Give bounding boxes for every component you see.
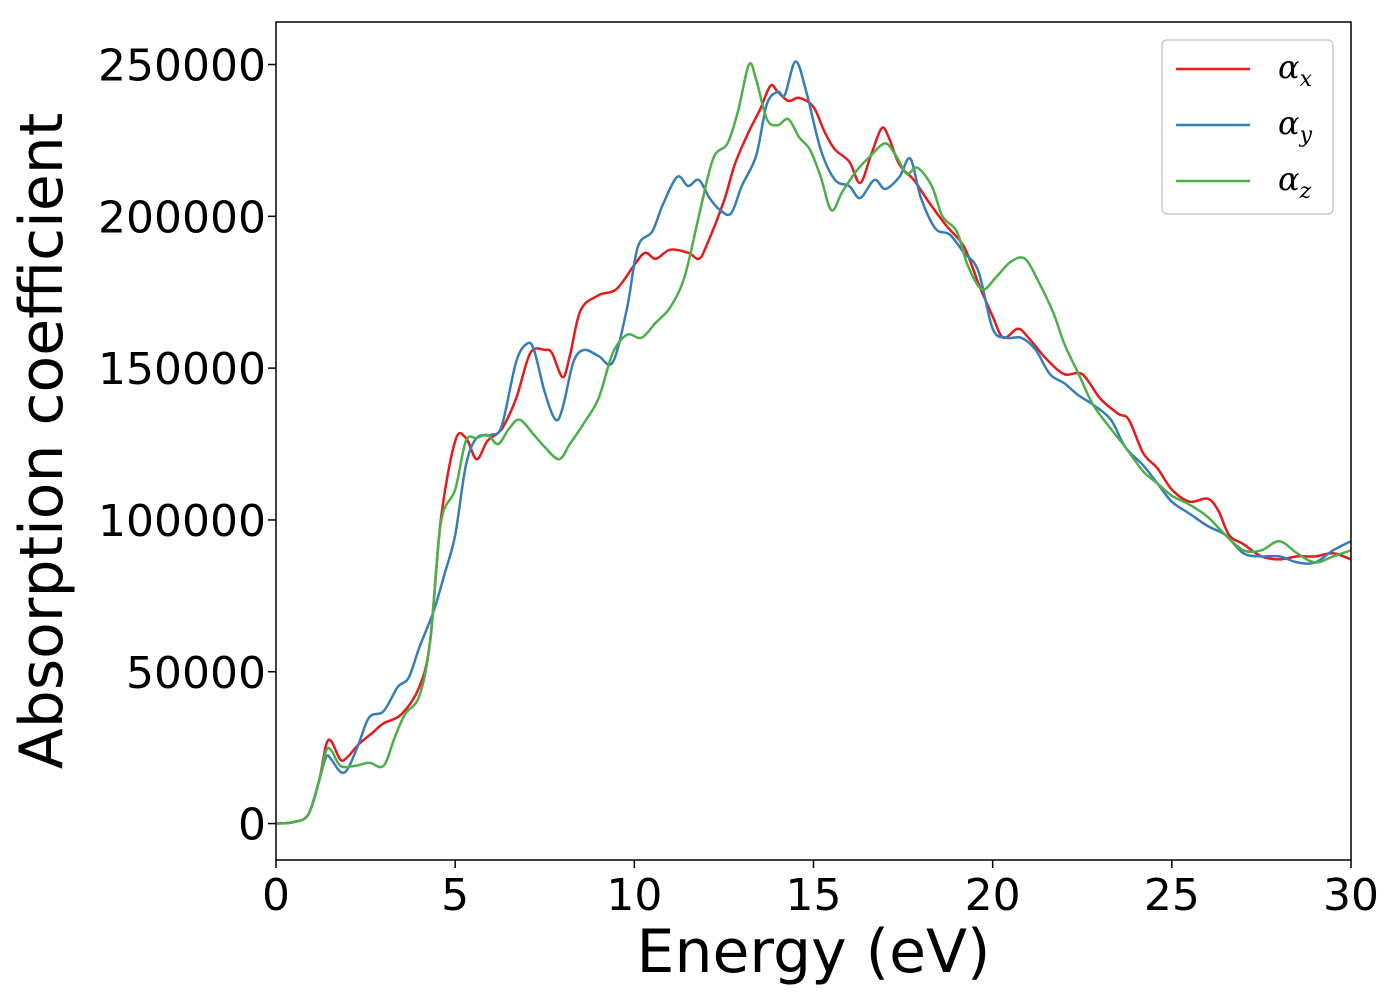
y-tick-label: 50000 (126, 648, 266, 699)
legend-symbol: α (1278, 48, 1300, 86)
legend-subscript: z (1299, 179, 1312, 204)
y-tick-label: 250000 (98, 41, 266, 92)
x-tick-label: 10 (606, 870, 662, 921)
x-axis-ticks: 0 5 10 15 20 25 30 (262, 860, 1379, 921)
x-tick-label: 0 (262, 870, 290, 921)
series-line-z (276, 62, 1351, 825)
x-tick-label: 30 (1323, 870, 1379, 921)
legend-subscript: x (1300, 67, 1313, 92)
legend-label-x: αx (1278, 48, 1313, 92)
y-tick-label: 200000 (98, 192, 266, 243)
legend-symbol: α (1278, 160, 1300, 198)
x-tick-label: 20 (965, 870, 1021, 921)
legend-symbol: α (1278, 104, 1300, 142)
y-tick-label: 0 (238, 800, 266, 851)
x-tick-label: 25 (1144, 870, 1200, 921)
plot-series (276, 60, 1351, 825)
legend-label-z: αz (1278, 160, 1312, 204)
x-tick-label: 5 (441, 870, 469, 921)
y-axis-ticks: 0 50000 100000 150000 200000 250000 (98, 41, 276, 851)
y-axis-title: Absorption coefficient (7, 113, 77, 770)
y-tick-label: 100000 (98, 496, 266, 547)
x-tick-label: 15 (786, 870, 842, 921)
legend-subscript: y (1299, 123, 1313, 148)
y-tick-label: 150000 (98, 344, 266, 395)
legend-label-y: αy (1278, 104, 1313, 148)
x-axis-title: Energy (eV) (637, 917, 991, 987)
legend-box (1161, 39, 1334, 215)
